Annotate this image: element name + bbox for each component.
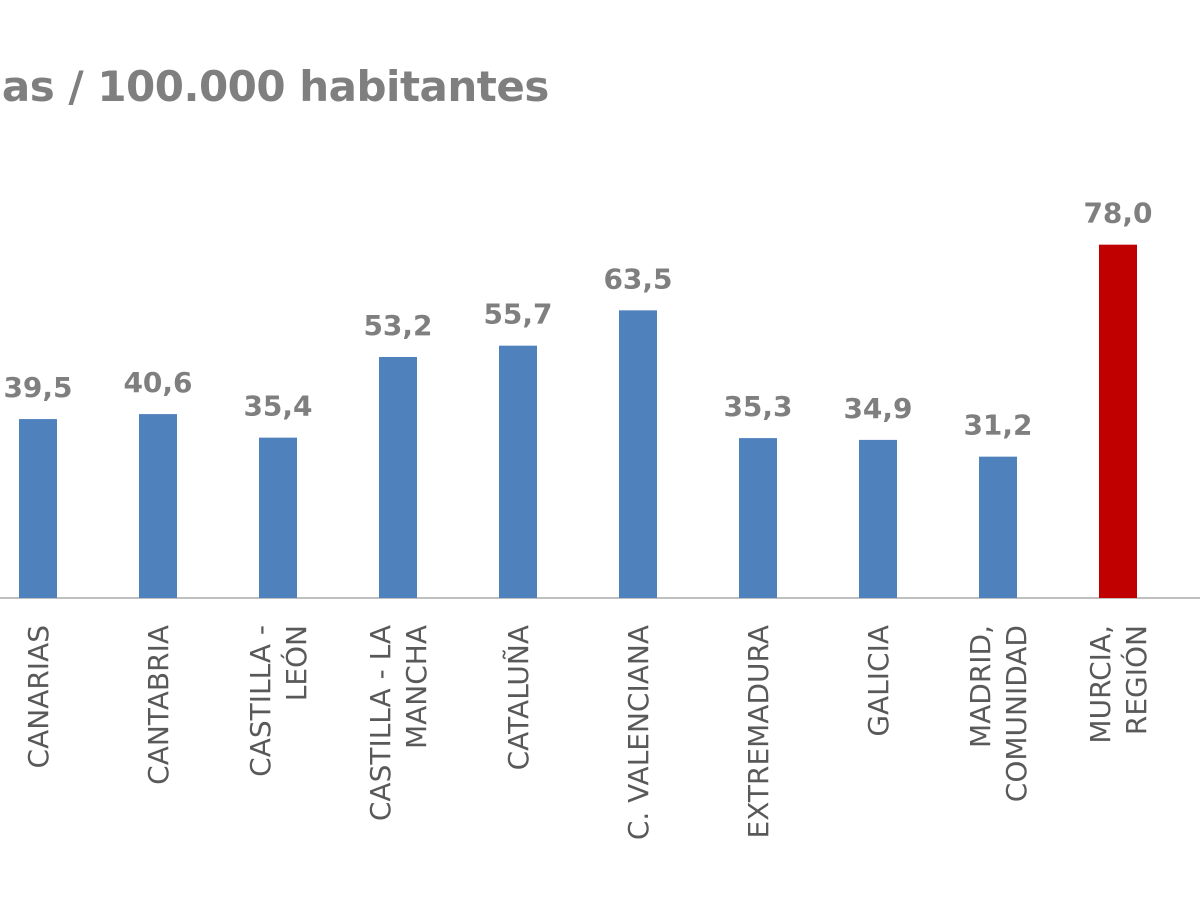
category-label-4: CATALUÑA [502, 625, 535, 770]
data-label-2: 35,4 [243, 390, 312, 423]
bar-8 [979, 456, 1017, 598]
category-label-8-line-1: COMUNIDAD [1000, 625, 1033, 802]
category-label-2-line-1: LEÓN [279, 625, 313, 701]
data-label-1: 40,6 [123, 366, 192, 399]
category-label-7: GALICIA [862, 625, 895, 737]
category-label-2: CASTILLA - LEÓN [244, 625, 313, 777]
category-label-6-line-0: EXTREMADURA [742, 625, 775, 838]
category-label-9-line-1: REGIÓN [1119, 625, 1153, 735]
category-label-3-line-1: MANCHA [400, 625, 433, 749]
chart-title: ias / 100.000 habitantes [0, 62, 549, 111]
category-label-7-line-0: GALICIA [862, 625, 895, 737]
category-label-5-line-0: C. VALENCIANA [622, 625, 655, 840]
data-label-3: 53,2 [363, 309, 432, 342]
bar-7 [859, 439, 897, 598]
bar-3 [379, 357, 417, 598]
category-label-8-line-0: MADRID, [964, 625, 997, 748]
data-label-6: 35,3 [723, 390, 792, 423]
data-label-9: 78,0 [1083, 197, 1152, 230]
category-label-2-line-0: CASTILLA - [244, 625, 277, 777]
category-label-3: CASTILLA - LA MANCHA [364, 625, 433, 821]
bar-9 [1099, 244, 1137, 598]
bar-0 [19, 419, 57, 598]
category-label-8: MADRID, COMUNIDAD [964, 625, 1033, 802]
category-label-9: MURCIA, REGIÓN [1084, 625, 1153, 744]
category-label-0: CANARIAS [22, 625, 55, 768]
category-label-5: C. VALENCIANA [622, 625, 655, 840]
bar-2 [259, 437, 297, 598]
category-label-6: EXTREMADURA [742, 625, 775, 838]
bar-5 [619, 310, 657, 598]
bar-1 [139, 414, 177, 598]
data-label-5: 63,5 [603, 262, 672, 295]
category-label-1: CANTABRIA [142, 625, 175, 785]
category-label-3-line-0: CASTILLA - LA [364, 625, 397, 821]
category-label-0-line-0: CANARIAS [22, 625, 55, 768]
category-label-4-line-0: CATALUÑA [502, 625, 535, 770]
bar-4 [499, 345, 537, 598]
category-label-1-line-0: CANTABRIA [142, 625, 175, 785]
data-label-4: 55,7 [483, 298, 552, 331]
bar-6 [739, 438, 777, 598]
data-label-7: 34,9 [843, 392, 912, 425]
category-label-9-line-0: MURCIA, [1084, 625, 1117, 744]
data-label-8: 31,2 [963, 409, 1032, 442]
data-label-0: 39,5 [3, 371, 72, 404]
